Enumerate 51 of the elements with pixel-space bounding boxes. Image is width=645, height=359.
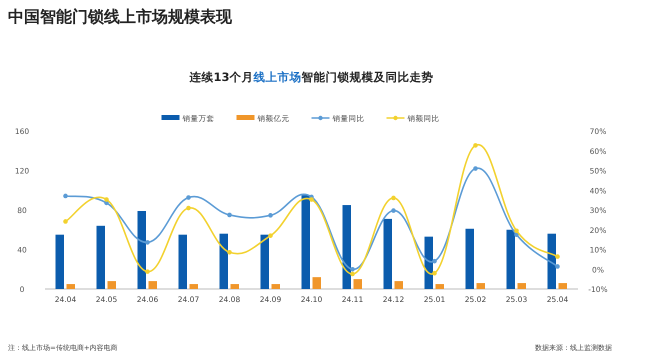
point: [186, 206, 191, 210]
point: [145, 269, 150, 274]
point: [432, 258, 437, 264]
point: [391, 196, 396, 200]
bar: [66, 284, 75, 289]
bar: [108, 281, 116, 289]
bar: [476, 283, 485, 289]
point: [186, 195, 191, 200]
bar: [518, 283, 526, 289]
point: [145, 240, 150, 245]
point: [473, 166, 478, 171]
bar: [220, 234, 228, 289]
bar: [384, 218, 392, 289]
point: [555, 254, 560, 259]
chart-title: 中国智能门锁线上市场规模表现: [8, 7, 233, 26]
point: [63, 219, 68, 224]
point: [350, 266, 355, 272]
point: [309, 197, 314, 202]
bar: [342, 205, 351, 289]
point: [227, 212, 232, 218]
bar: [506, 230, 515, 289]
point: [63, 194, 68, 198]
point: [350, 272, 355, 276]
point: [227, 250, 232, 255]
bar: [312, 277, 321, 289]
bar: [354, 279, 362, 289]
bar: [148, 281, 157, 289]
point: [104, 197, 109, 202]
bar: [466, 228, 474, 289]
point: [473, 143, 478, 148]
point: [432, 270, 437, 276]
bar: [558, 283, 567, 289]
bar: [436, 284, 444, 289]
bar: [178, 234, 187, 289]
chart-subtitle: 连续13个月线上市场智能门锁规模及同比走势: [188, 70, 434, 84]
bar: [302, 195, 310, 289]
point: [391, 208, 396, 213]
bar: [138, 210, 146, 289]
point: [268, 213, 273, 218]
bar: [56, 234, 64, 289]
point: [555, 264, 560, 269]
bar: [272, 284, 280, 289]
bar: [190, 284, 198, 289]
point: [514, 228, 519, 234]
bar: [394, 281, 403, 289]
bar: [548, 234, 556, 289]
bar: [260, 234, 269, 289]
bar: [424, 236, 433, 289]
bar: [96, 226, 105, 289]
point: [268, 233, 273, 238]
bar: [230, 284, 239, 289]
